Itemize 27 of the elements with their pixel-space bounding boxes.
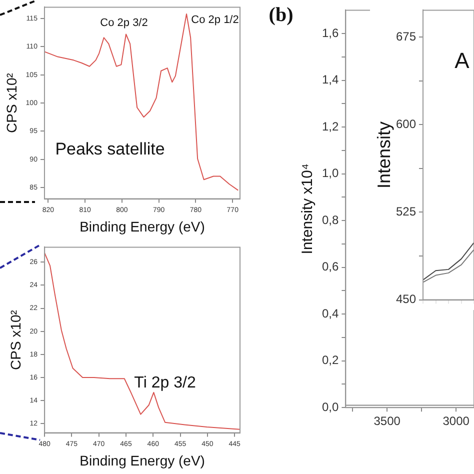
y-tick-label: 600 [396, 116, 416, 131]
y-tick-label: 1,4 [322, 72, 339, 87]
x-axis-title: Binding Energy (eV) [80, 218, 205, 234]
y-tick-label: 675 [396, 29, 416, 44]
y-tick-label: 450 [396, 292, 416, 306]
y-axis-title: CPS x10² [3, 72, 20, 133]
y-tick-label: 0,0 [322, 400, 339, 414]
y-tick-label: 1,6 [322, 26, 339, 40]
text: (b) [268, 4, 294, 26]
annotation: Co 2p 1/2 [191, 14, 239, 26]
y-axis-title: CPS x10² [7, 310, 24, 370]
y-tick-label: 0,2 [322, 353, 339, 368]
annotation: Peaks satellite [55, 140, 165, 159]
y-tick-label: 0,8 [322, 212, 339, 227]
y-tick-label: 0,6 [322, 260, 339, 274]
x-tick-label: 3500 [374, 414, 401, 428]
y-tick-label: 1,2 [322, 119, 339, 134]
x-tick-label: 3000 [442, 414, 470, 428]
annotation: A [454, 48, 470, 74]
annotation: Co 2p 3/2 [100, 17, 148, 30]
y-tick-label: 525 [396, 204, 416, 219]
y-tick-label: 0,4 [322, 306, 339, 320]
x-axis-title: Binding Energy (eV) [80, 452, 205, 468]
y-axis-title: Intensity [374, 121, 394, 189]
annotation: Ti 2p 3/2 [134, 374, 196, 392]
y-axis-title: Intensity x10⁴ [299, 164, 316, 254]
y-tick-label: 1,0 [322, 166, 339, 180]
